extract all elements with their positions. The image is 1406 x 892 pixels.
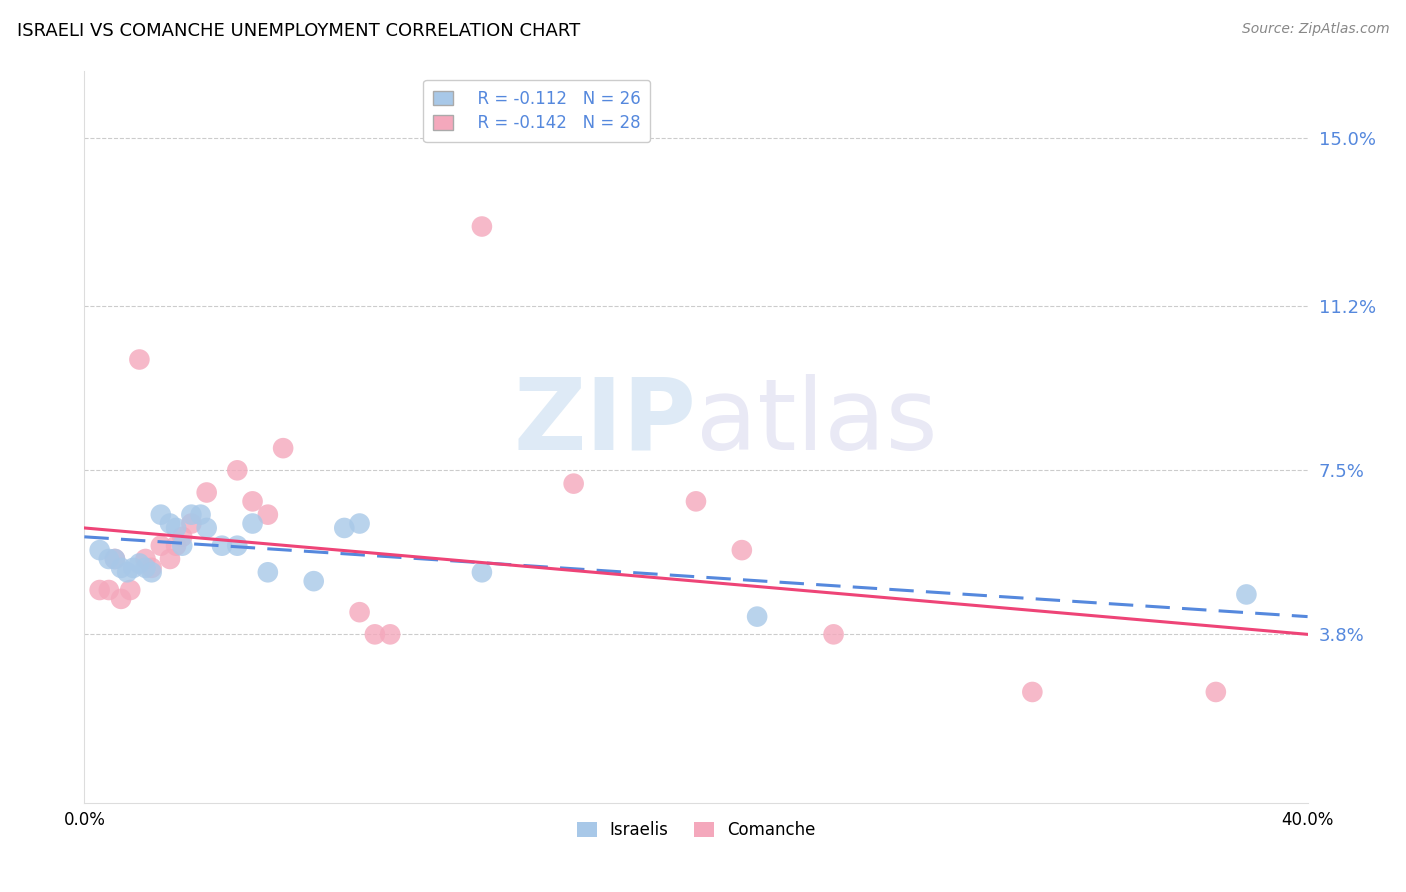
Point	[242, 516, 264, 531]
Point	[747, 609, 769, 624]
Point	[195, 521, 218, 535]
Point	[1021, 685, 1043, 699]
Point	[159, 552, 181, 566]
Point	[349, 605, 371, 619]
Point	[471, 219, 494, 234]
Point	[135, 552, 157, 566]
Point	[159, 516, 181, 531]
Point	[180, 516, 202, 531]
Point	[128, 352, 150, 367]
Point	[685, 494, 707, 508]
Point	[165, 539, 187, 553]
Point	[823, 627, 845, 641]
Point	[97, 552, 120, 566]
Point	[110, 561, 132, 575]
Point	[242, 494, 264, 508]
Point	[1236, 587, 1258, 601]
Text: Source: ZipAtlas.com: Source: ZipAtlas.com	[1241, 22, 1389, 37]
Point	[149, 508, 172, 522]
Point	[302, 574, 325, 589]
Text: atlas: atlas	[696, 374, 938, 471]
Point	[364, 627, 387, 641]
Point	[380, 627, 402, 641]
Point	[211, 539, 233, 553]
Point	[731, 543, 754, 558]
Text: ISRAELI VS COMANCHE UNEMPLOYMENT CORRELATION CHART: ISRAELI VS COMANCHE UNEMPLOYMENT CORRELA…	[17, 22, 581, 40]
Point	[165, 521, 187, 535]
Point	[471, 566, 494, 580]
Point	[180, 508, 202, 522]
Point	[1205, 685, 1227, 699]
Point	[141, 566, 163, 580]
Point	[172, 539, 194, 553]
Point	[89, 582, 111, 597]
Point	[135, 561, 157, 575]
Point	[172, 530, 194, 544]
Legend: Israelis, Comanche: Israelis, Comanche	[569, 814, 823, 846]
Point	[257, 566, 280, 580]
Point	[97, 582, 120, 597]
Point	[120, 582, 142, 597]
Point	[226, 539, 249, 553]
Point	[190, 508, 212, 522]
Point	[226, 463, 249, 477]
Point	[115, 566, 138, 580]
Point	[141, 561, 163, 575]
Point	[128, 557, 150, 571]
Point	[195, 485, 218, 500]
Point	[89, 543, 111, 558]
Point	[104, 552, 127, 566]
Point	[333, 521, 356, 535]
Point	[271, 441, 294, 455]
Point	[104, 552, 127, 566]
Text: ZIP: ZIP	[513, 374, 696, 471]
Point	[349, 516, 371, 531]
Point	[257, 508, 280, 522]
Point	[562, 476, 585, 491]
Point	[149, 539, 172, 553]
Point	[122, 561, 145, 575]
Point	[110, 591, 132, 606]
